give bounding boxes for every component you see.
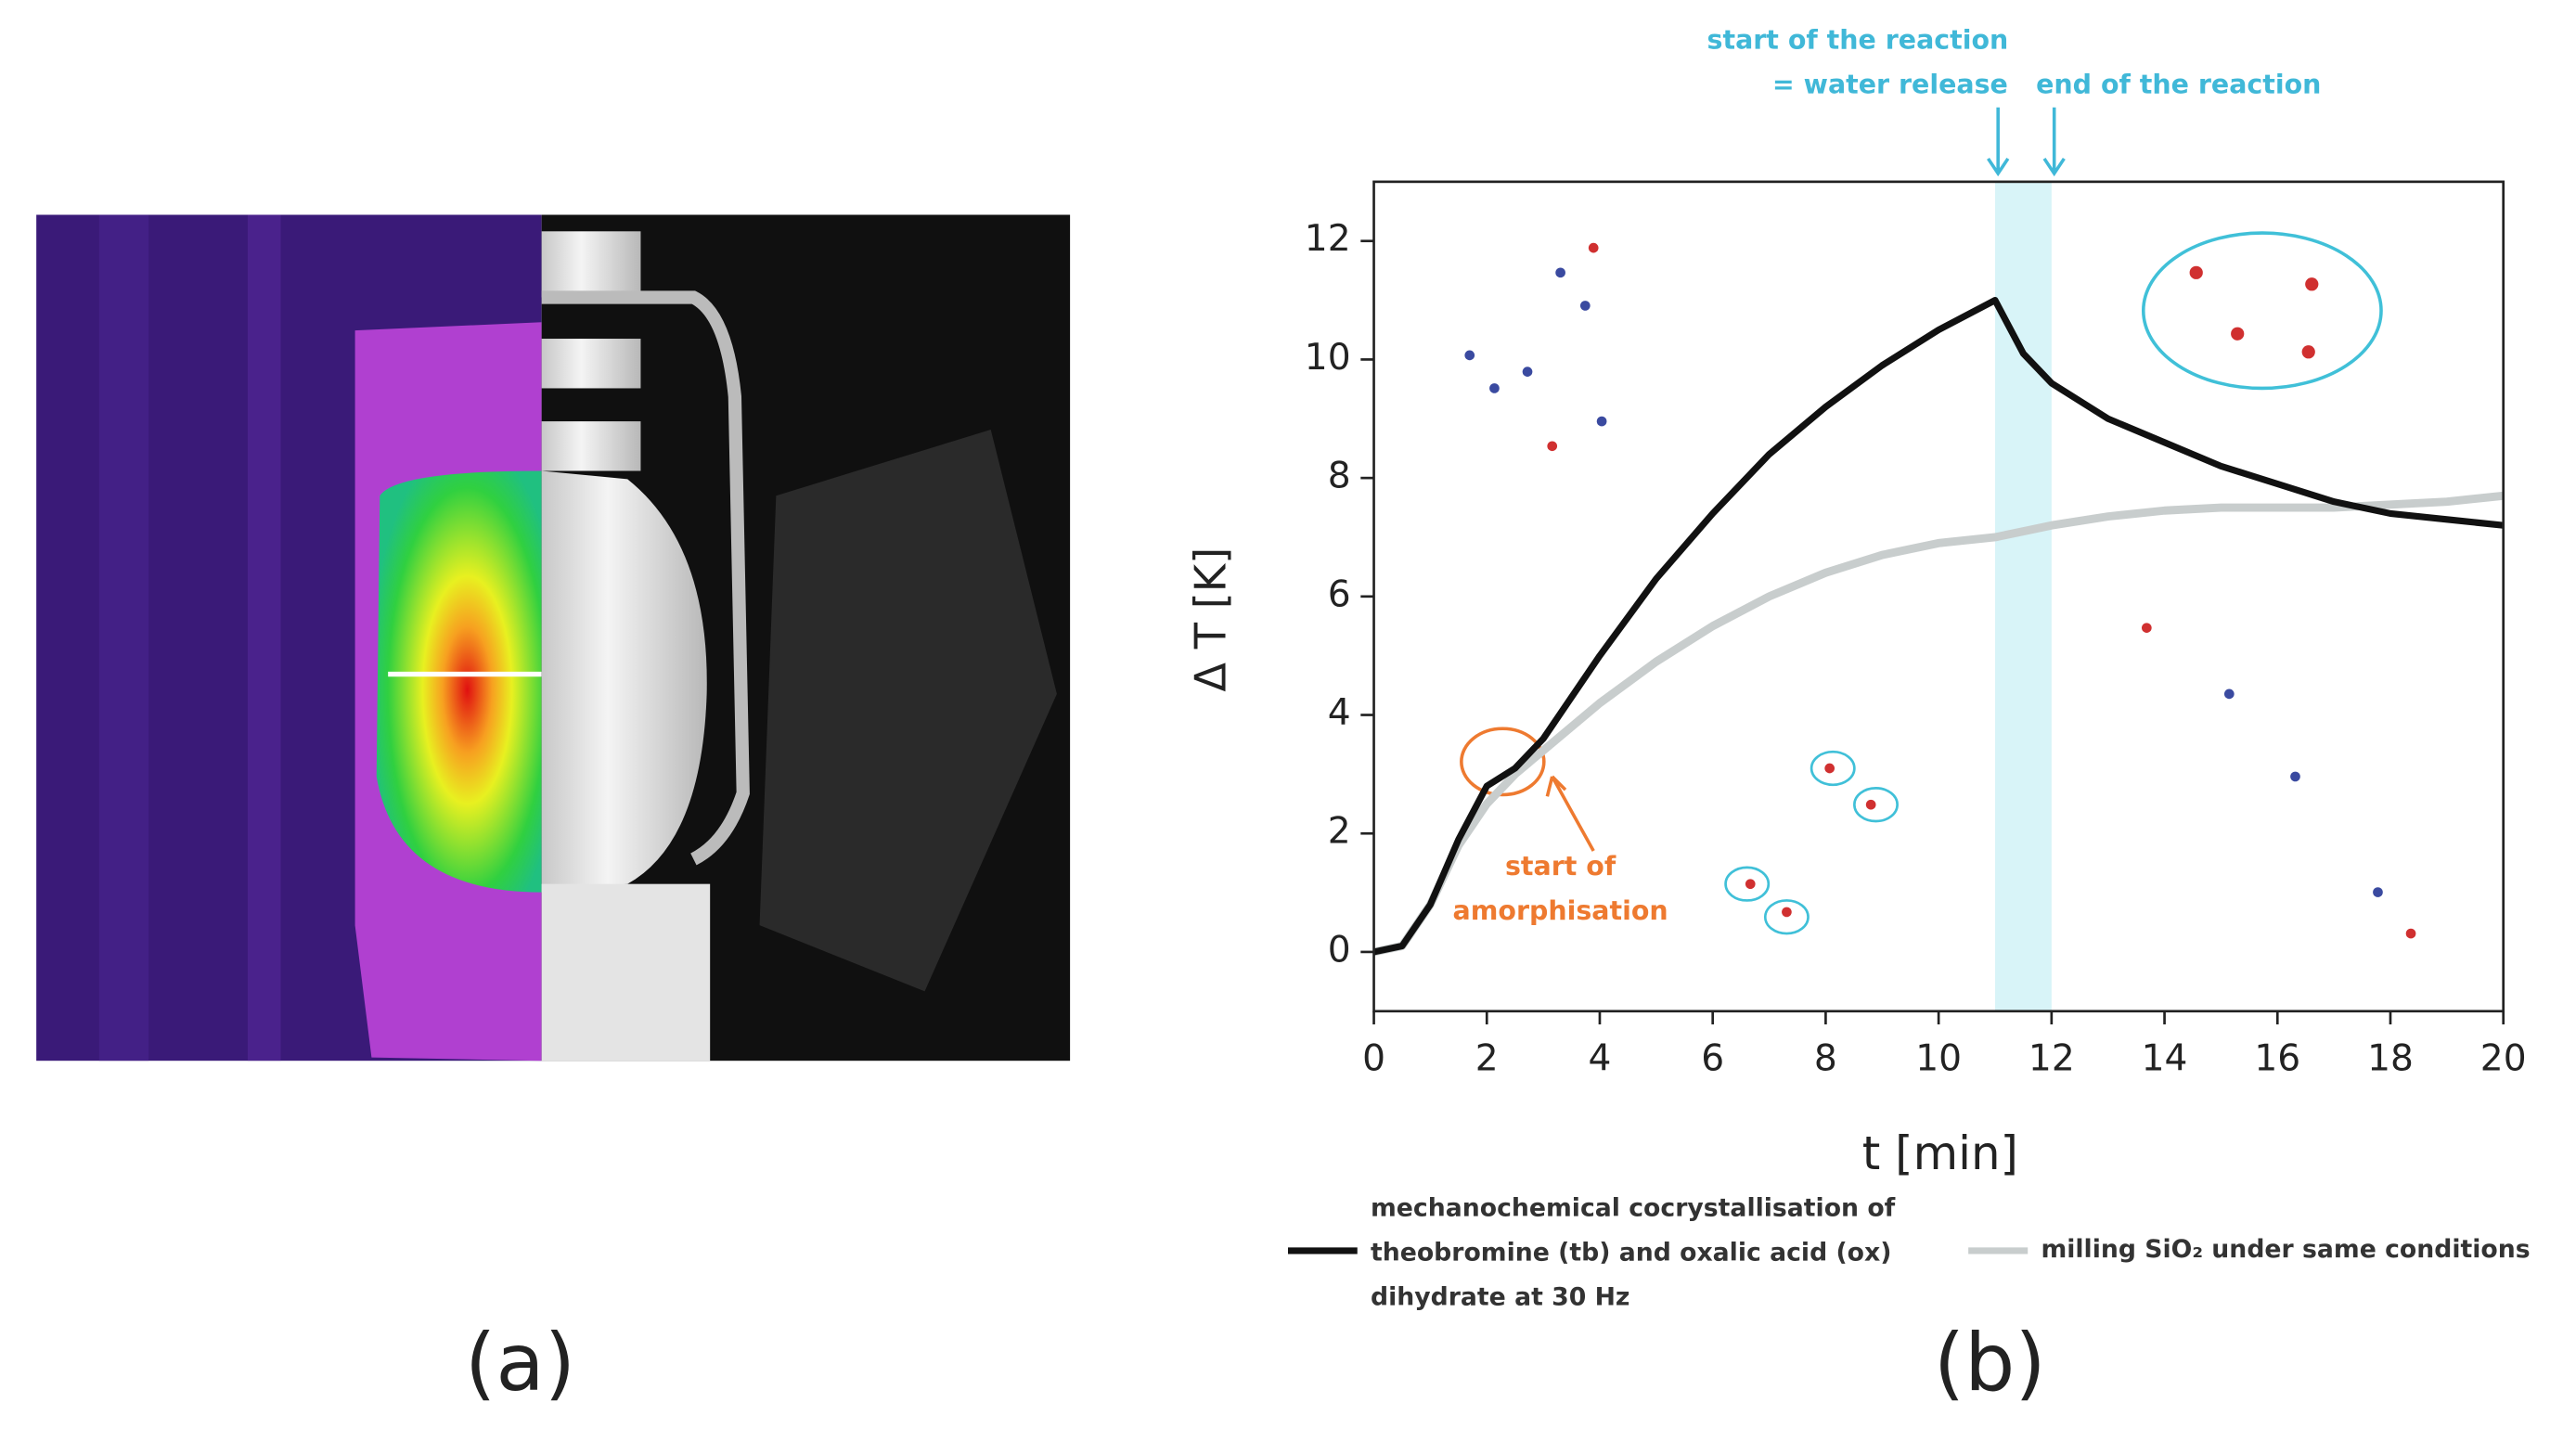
arrow [1987,107,2066,177]
panel-label: (a) [465,1318,575,1409]
x-tick-label: 6 [1701,1038,1724,1080]
annotation: end of the reaction [2036,70,2321,100]
y-tick-label: 0 [1328,929,1351,971]
legend-label: mechanochemical cocrystallisation of the… [1370,1192,1896,1312]
panel-label: (b) [1934,1318,2046,1409]
molecule-decoration [1464,242,2416,939]
water-ellipse [2141,231,2383,391]
y-tick-label: 12 [1305,218,1351,260]
plot: 0 2 4 6 8 10 12 0 2 4 6 8 10 12 14 16 18 20 mechanochemica… [1288,180,2531,1312]
x-tick-label: 12 [2029,1038,2075,1080]
annotation: start of [1505,851,1616,881]
legend-label: milling SiO₂ under same conditions [2041,1234,2531,1265]
y-tick-label: 4 [1328,692,1351,734]
y-tick-label: 6 [1328,573,1351,615]
legend-text: milling SiO₂ under same conditions [2041,1234,2531,1265]
arrow [1545,775,1595,852]
x-tick-label: 2 [1475,1038,1499,1080]
series-line [1372,297,2505,956]
photo [36,214,1071,1062]
y-tick-label: 2 [1328,811,1351,853]
annotation: amorphisation [1453,895,1668,926]
y-tick-label: 10 [1305,337,1351,379]
shade-band [1994,181,2052,1011]
y-tick-label: 8 [1328,456,1351,497]
x-tick-label: 10 [1915,1038,1962,1080]
x-tick-label: 0 [1362,1038,1385,1080]
x-tick-label: 16 [2254,1038,2300,1080]
plot-frame [1372,180,2505,1013]
x-axis-label: t [min] [1862,1126,2018,1180]
x-tick-label: 8 [1814,1038,1837,1080]
amorphisation-ellipse [1460,727,1546,797]
x-tick-label: 4 [1589,1038,1612,1080]
y-axis-label: Δ T [K] [1185,547,1235,692]
annotation: start of the reaction [1707,25,2009,56]
legend-text: mechanochemical cocrystallisation of the… [1370,1192,1896,1312]
water-rings [1724,750,1899,935]
x-tick-label: 18 [2367,1038,2414,1080]
series-line [1372,491,2505,957]
x-tick-label: 14 [2142,1038,2188,1080]
x-tick-label: 20 [2480,1038,2527,1080]
annotation: = water release [1772,70,2008,100]
